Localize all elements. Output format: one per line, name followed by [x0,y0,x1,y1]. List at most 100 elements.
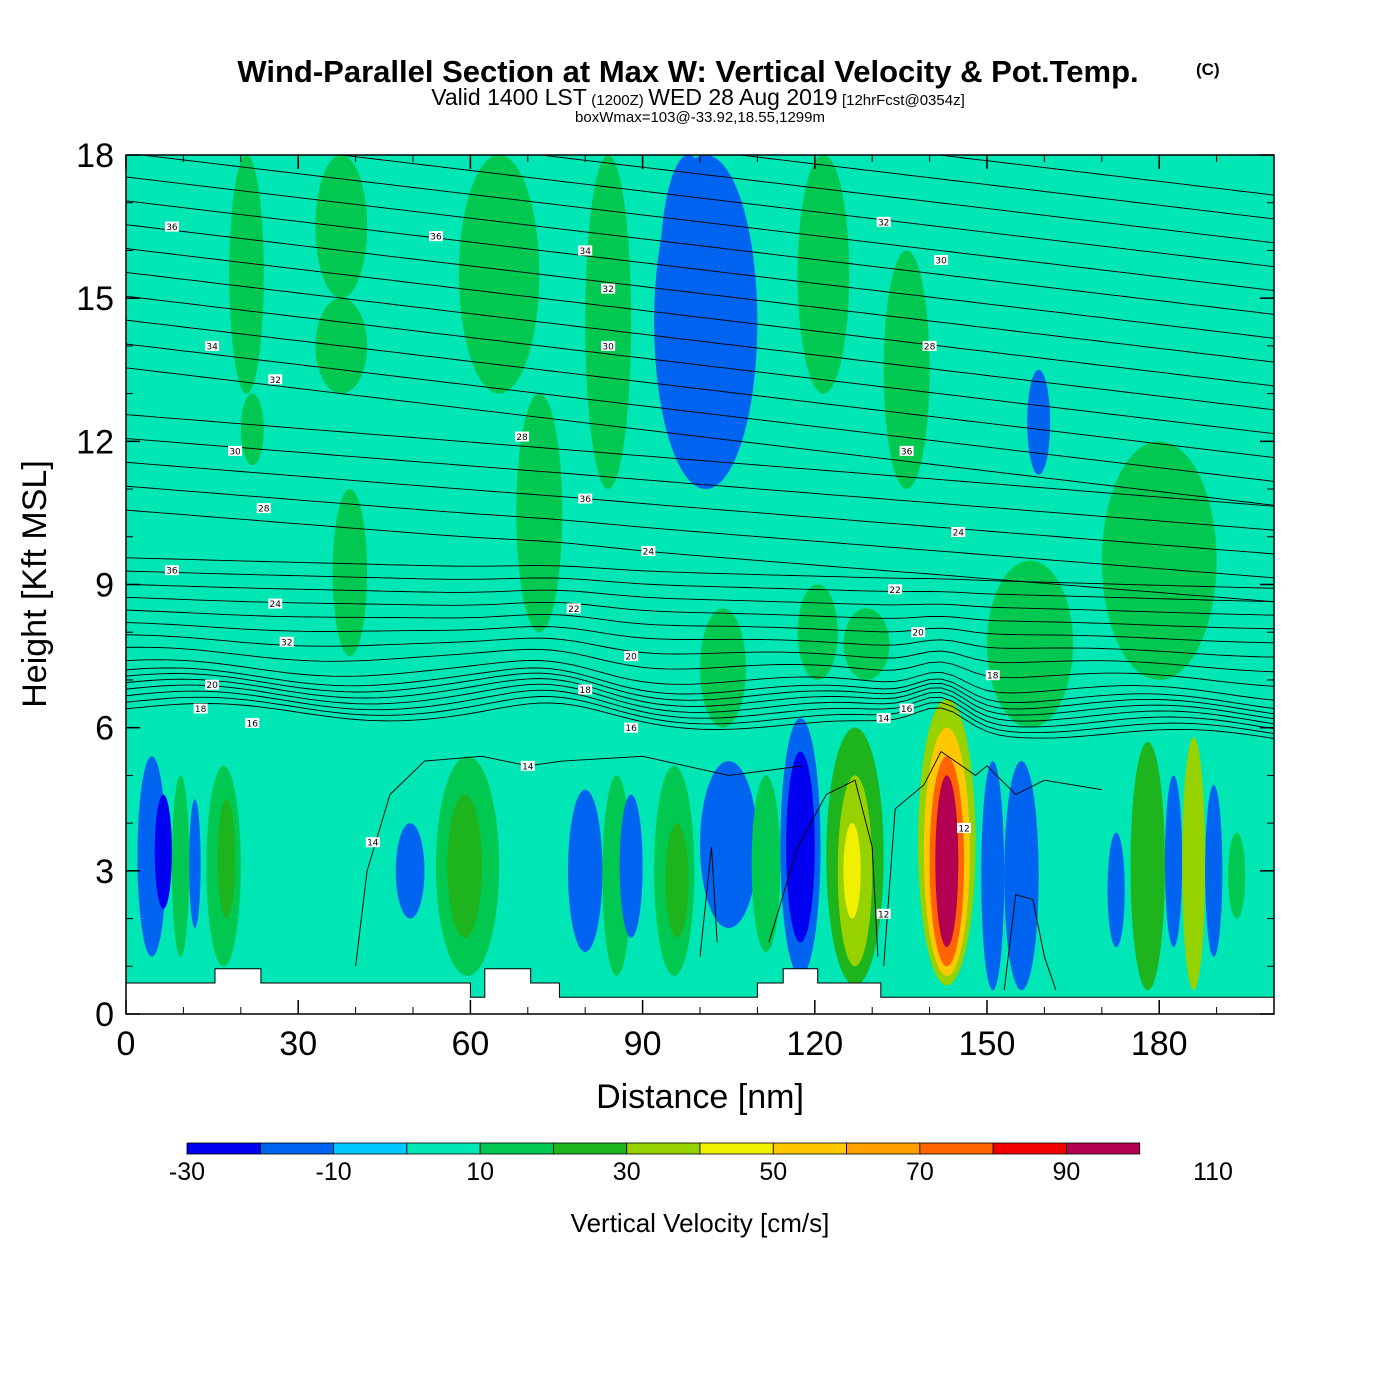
svg-text:32: 32 [281,638,292,648]
velocity-cell-33 [619,794,643,938]
velocity-cell-42 [843,823,861,919]
theta-contour-31 [337,155,1274,268]
svg-text:18: 18 [195,705,207,715]
forecast-hour: [12hrFcst@0354z] [842,92,965,109]
velocity-cell-5 [516,393,563,633]
velocity-cell-1 [240,393,264,466]
svg-text:16: 16 [625,724,637,734]
colorbar-swatch-4 [479,1142,554,1155]
theta-contour-low-2 [883,750,1102,967]
velocity-cell-13 [1101,441,1217,680]
velocity-cell-4 [458,155,540,394]
theta-contour-17 [126,485,1274,579]
svg-text:36: 36 [579,495,591,505]
svg-text:24: 24 [953,529,965,539]
velocity-cell-56 [1228,832,1246,919]
copyright-mark: (C) [1196,60,1220,79]
theta-contour-low-0 [355,755,804,967]
contour-label-2: 34 [578,245,593,257]
velocity-cell-54 [1182,737,1206,991]
svg-text:18: 18 [987,672,999,682]
theta-contour-2 [126,689,1274,730]
svg-text:30: 30 [602,342,614,352]
svg-text:32: 32 [602,285,613,295]
velocity-cell-6 [585,155,632,490]
svg-text:22: 22 [568,605,579,615]
theta-contour-13 [126,583,1274,616]
colorbar-tick-30: 30 [613,1158,641,1186]
contour-label-5: 34 [205,340,220,352]
colorbar-tick-90: 90 [1053,1158,1081,1186]
contour-label-27: 36 [899,445,914,457]
svg-text:28: 28 [258,505,270,515]
valid-time-subtitle: Valid 1400 LST (1200Z) WED 28 Aug 2019 [… [431,84,965,110]
svg-text:16: 16 [247,719,259,729]
theta-contour-15 [126,557,1274,589]
contour-label-17: 20 [205,679,220,691]
contour-label-24: 32 [876,216,891,228]
theta-contour-28 [126,200,1274,339]
velocity-cell-19 [154,794,172,910]
velocity-cell-9 [659,155,718,394]
theta-contour-5 [126,672,1274,715]
theta-contour-11 [126,609,1274,644]
theta-contour-4 [126,678,1274,720]
svg-text:36: 36 [166,223,178,233]
svg-text:30: 30 [229,447,241,457]
contour-label-14: 22 [566,603,581,615]
contour-label-7: 30 [228,445,243,457]
colorbar-swatch-6 [626,1142,701,1155]
velocity-cell-0 [229,155,264,394]
contour-label-19: 18 [193,703,208,715]
theta-contour-22 [126,343,1274,482]
svg-text:30: 30 [935,256,947,266]
svg-text:24: 24 [643,548,655,558]
colorbar-swatch-0 [186,1142,261,1155]
y-tick-label-12: 12 [76,423,114,461]
contour-label-1: 36 [428,231,443,243]
svg-text:18: 18 [579,686,591,696]
theta-contour-19 [126,438,1274,531]
colorbar-swatch-12 [1066,1142,1141,1155]
svg-text:34: 34 [206,342,218,352]
colorbar-tick--10: -10 [316,1158,352,1186]
velocity-cell-51 [1107,832,1125,948]
contour-label-15: 32 [279,636,294,648]
velocity-cell-28 [447,794,482,938]
x-tick-label-30: 30 [279,1025,317,1063]
colorbar-tick--30: -30 [169,1158,205,1186]
y-tick-label-6: 6 [95,710,114,748]
theta-contour-16 [126,509,1274,603]
theta-contour-low-1 [768,779,879,957]
contour-label-6: 32 [268,374,283,386]
colorbar-swatch-11 [992,1142,1067,1155]
colorbar-tick-110: 110 [1193,1158,1233,1186]
theta-contour-32 [537,155,1274,244]
contour-label-25: 30 [934,254,949,266]
contour-label-18: 18 [578,684,593,696]
contour-label-4: 30 [601,340,616,352]
contour-label-28: 24 [951,527,966,539]
y-tick-label-0: 0 [95,996,114,1034]
contour-label-26: 28 [922,340,937,352]
velocity-cell-7 [332,489,368,657]
colorbar-swatch-2 [333,1142,408,1155]
contour-label-3: 32 [601,283,616,295]
colorbar-swatch-1 [259,1142,334,1155]
velocity-cell-26 [395,823,425,919]
contour-label-11: 24 [641,546,656,558]
svg-text:28: 28 [924,342,936,352]
theta-contour-3 [126,683,1274,725]
theta-contour-1 [126,696,1274,735]
velocity-cell-15 [797,584,838,680]
valid-utc-time: (1200Z) [591,92,644,109]
velocity-cell-48 [981,761,1005,991]
svg-text:20: 20 [206,681,218,691]
chart-title: Wind-Parallel Section at Max W: Vertical… [237,54,1138,89]
velocity-cell-20 [171,775,190,957]
svg-text:36: 36 [430,233,442,243]
theta-contour-labels: 36 36 34 32 30 34 32 30 28 28 36 24 36 24 22 32 20 20 18 18… [164,216,1000,920]
x-tick-label-90: 90 [624,1025,662,1063]
colorbar [186,1142,1141,1155]
valid-local-time: Valid 1400 LST [431,84,587,110]
